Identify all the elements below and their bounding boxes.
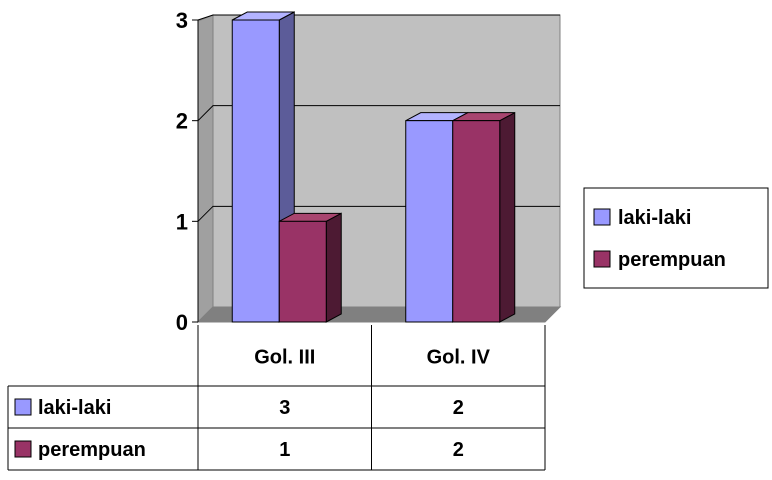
bar-front	[231, 19, 280, 323]
bar-side	[325, 212, 342, 323]
table-series-swatch	[14, 398, 32, 416]
gridline	[197, 14, 560, 21]
legend-entry: perempuan	[618, 249, 726, 271]
y-axis: 0 1 2 3	[176, 8, 199, 335]
legend-box	[583, 187, 769, 289]
bar-front	[452, 120, 501, 323]
table-cell-value: 2	[453, 439, 464, 461]
bar-perempuan-gol-iv	[452, 111, 516, 323]
table-cell-value: 2	[453, 397, 464, 419]
legend-swatch	[593, 208, 611, 226]
bar-front	[278, 220, 327, 323]
y-tick-label: 3	[176, 8, 188, 33]
legend: laki-laki perempuan	[583, 187, 769, 289]
table-header-category: Gol. IV	[427, 347, 491, 369]
y-tick-label: 0	[176, 310, 188, 335]
table-series-label: laki-laki	[38, 397, 111, 419]
table-cell-value: 3	[279, 397, 290, 419]
bar-front	[405, 120, 454, 323]
legend-entry: laki-laki	[618, 207, 691, 229]
y-tick-label: 2	[176, 109, 188, 134]
table-header-category: Gol. III	[254, 347, 315, 369]
bar-perempuan-gol-iii	[278, 212, 342, 323]
table-cell-value: 1	[279, 439, 290, 461]
side-wall	[197, 14, 214, 324]
table-series-swatch	[14, 440, 32, 458]
y-tick-label: 1	[176, 209, 188, 234]
bar-side	[499, 111, 516, 323]
bars	[231, 11, 516, 323]
gridline	[197, 105, 560, 122]
legend-swatch	[593, 250, 611, 268]
data-table: Gol. III Gol. IV laki-laki 3 2 perempuan 1 2	[7, 325, 546, 471]
table-series-label: perempuan	[38, 439, 146, 461]
